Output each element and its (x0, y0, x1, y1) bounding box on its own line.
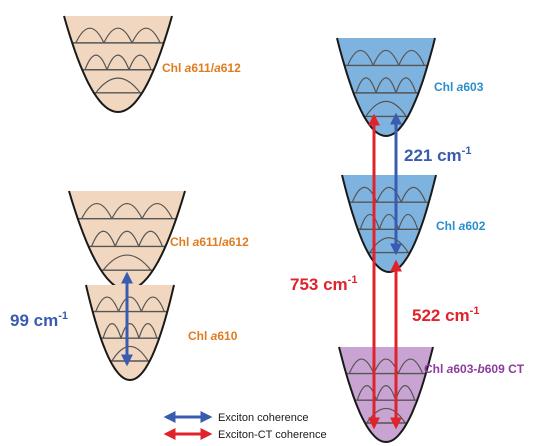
energy-label-522: 522 cm-1 (412, 305, 479, 325)
label-chl-a603-b609-ct: Chl a603-b609 CT (424, 362, 525, 376)
energy-label-99: 99 cm-1 (10, 310, 68, 330)
label-chl-a610: Chl a610 (188, 329, 238, 343)
energy-label-753: 753 cm-1 (290, 274, 357, 294)
well-chl-a603-b609-ct (338, 346, 434, 444)
well-chl-a611-a612-top (63, 15, 173, 114)
well-chl-a602 (341, 174, 437, 274)
well-chl-a603 (336, 37, 436, 138)
legend: Exciton coherence Exciton-CT coherence (163, 411, 327, 441)
label-chl-a603: Chl a603 (434, 80, 484, 94)
label-chl-a611-a612-top: Chl a611/a612 (162, 61, 241, 75)
label-chl-a602: Chl a602 (436, 219, 486, 233)
well-chl-a610 (85, 284, 175, 382)
label-chl-a611-a612-mid: Chl a611/a612 (170, 235, 249, 249)
legend-exciton-ct-label: Exciton-CT coherence (218, 429, 327, 441)
legend-exciton-label: Exciton coherence (218, 412, 309, 424)
well-chl-a611-a612-mid (68, 190, 186, 292)
energy-label-221: 221 cm-1 (404, 145, 471, 165)
